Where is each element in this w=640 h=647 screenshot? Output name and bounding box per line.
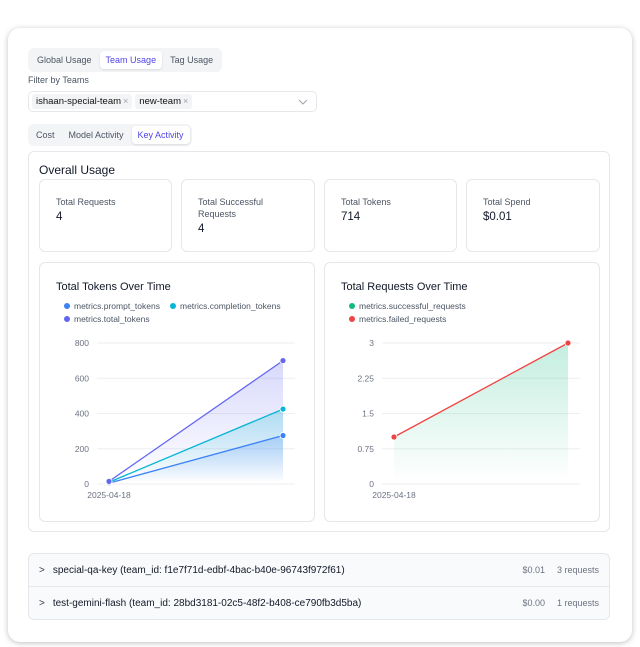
y-tick-label: 800 xyxy=(75,338,89,348)
legend-dot-icon xyxy=(349,303,355,309)
remove-icon[interactable]: × xyxy=(123,96,129,106)
stat-value: $0.01 xyxy=(483,211,512,223)
key-row[interactable]: > special-qa-key (team_id: f1e7f71d-edbf… xyxy=(28,553,610,587)
legend-dot-icon xyxy=(64,316,70,322)
data-point[interactable] xyxy=(564,339,572,347)
stat-value: 714 xyxy=(341,211,361,223)
y-tick-label: 3 xyxy=(369,338,374,348)
tab-model-activity[interactable]: Model Activity xyxy=(68,130,124,140)
chart-legend: metrics.successful_requests metrics.faile… xyxy=(349,301,469,324)
data-point[interactable] xyxy=(390,433,398,441)
legend-dot-icon xyxy=(169,303,176,309)
legend-item[interactable]: metrics.total_tokens xyxy=(64,314,150,324)
key-requests: 3 requests xyxy=(556,565,599,575)
chart-legend: metrics.prompt_tokens metrics.completion_… xyxy=(64,301,304,324)
team-chip: new-team × xyxy=(135,94,193,109)
usage-tabs: Global Usage Team Usage Tag Usage xyxy=(28,48,223,72)
y-tick-label: 600 xyxy=(75,373,89,383)
legend-item[interactable]: metrics.completion_tokens xyxy=(169,301,281,311)
legend-label: metrics.completion_tokens xyxy=(179,301,281,311)
series-line xyxy=(108,408,284,483)
tab-key-activity[interactable]: Key Activity xyxy=(131,126,190,144)
tab-cost[interactable]: Cost xyxy=(36,130,55,140)
requests-chart-card: Total Requests Over Time metrics.success… xyxy=(324,262,600,522)
tab-tag-usage[interactable]: Tag Usage xyxy=(170,55,214,65)
tab-team-usage[interactable]: Team Usage xyxy=(99,51,163,69)
y-tick-label: 400 xyxy=(75,409,89,419)
x-tick-label: 2025-04-18 xyxy=(87,490,131,500)
tab-global-usage[interactable]: Global Usage xyxy=(37,55,92,65)
stat-total-spend: Total Spend $0.01 xyxy=(466,179,600,252)
chart-title: Total Requests Over Time xyxy=(341,281,468,293)
key-name: test-gemini-flash (team_id: 28bd3181-02c… xyxy=(52,597,362,609)
stat-label: Total Tokens xyxy=(341,197,391,207)
tokens-chart: 0 200 400 600 800 2025-04-18 xyxy=(75,338,295,500)
team-filter-select[interactable]: ishaan-special-team × new-team × xyxy=(28,91,317,112)
series-line xyxy=(108,360,284,482)
stat-value: 4 xyxy=(56,211,63,223)
chart-title: Total Tokens Over Time xyxy=(56,281,171,293)
legend-dot-icon xyxy=(349,316,355,322)
y-tick-label: 2.25 xyxy=(357,373,374,383)
team-chip-label: ishaan-special-team xyxy=(36,96,122,107)
x-tick-label: 2025-04-18 xyxy=(372,490,416,500)
legend-label: metrics.total_tokens xyxy=(74,314,150,324)
filter-label: Filter by Teams xyxy=(28,75,89,85)
chevron-down-icon[interactable] xyxy=(298,98,308,106)
key-row[interactable]: > test-gemini-flash (team_id: 28bd3181-0… xyxy=(28,586,610,620)
key-spend: $0.01 xyxy=(522,565,545,575)
stat-total-requests: Total Requests 4 xyxy=(39,179,172,252)
chevron-right-icon[interactable]: > xyxy=(39,564,45,576)
series-line xyxy=(108,434,284,484)
overall-usage-title: Overall Usage xyxy=(39,163,116,177)
legend-dot-icon xyxy=(64,303,70,309)
team-chip: ishaan-special-team × xyxy=(32,94,133,109)
y-tick-label: 0 xyxy=(369,479,374,489)
key-spend: $0.00 xyxy=(522,598,545,608)
remove-icon[interactable]: × xyxy=(183,96,189,106)
stat-value: 4 xyxy=(198,223,205,235)
y-tick-label: 0.75 xyxy=(357,444,374,454)
series-line xyxy=(393,342,569,438)
data-point[interactable] xyxy=(279,405,287,413)
data-point[interactable] xyxy=(279,357,287,365)
key-requests: 1 requests xyxy=(556,598,599,608)
legend-item[interactable]: metrics.successful_requests xyxy=(349,301,466,311)
tokens-chart-card: Total Tokens Over Time metrics.prompt_to… xyxy=(39,262,315,522)
y-tick-label: 200 xyxy=(75,444,89,454)
legend-label: metrics.prompt_tokens xyxy=(74,301,160,311)
stat-label: Total Spend xyxy=(483,197,531,207)
y-tick-label: 1.5 xyxy=(362,409,374,419)
stat-label: Total Requests xyxy=(56,197,116,207)
series-area xyxy=(394,343,568,482)
key-name: special-qa-key (team_id: f1e7f71d-edbf-4… xyxy=(52,564,345,576)
y-tick-label: 0 xyxy=(84,479,89,489)
legend-label: metrics.failed_requests xyxy=(359,314,447,324)
data-point[interactable] xyxy=(279,432,287,439)
data-point[interactable] xyxy=(105,477,113,485)
stat-total-successful: Total Successful Requests 4 xyxy=(181,179,315,252)
chevron-right-icon[interactable]: > xyxy=(39,597,45,609)
legend-item[interactable]: metrics.prompt_tokens xyxy=(64,301,160,311)
stat-total-tokens: Total Tokens 714 xyxy=(324,179,457,252)
activity-tabs: Cost Model Activity Key Activity xyxy=(28,124,192,146)
legend-label: metrics.successful_requests xyxy=(359,301,466,311)
legend-item[interactable]: metrics.failed_requests xyxy=(349,314,446,324)
requests-chart: 0 0.75 1.5 2.25 3 2025-04-18 xyxy=(357,338,580,500)
team-chip-label: new-team xyxy=(139,96,181,107)
stat-label: Total Successful Requests xyxy=(198,197,264,219)
